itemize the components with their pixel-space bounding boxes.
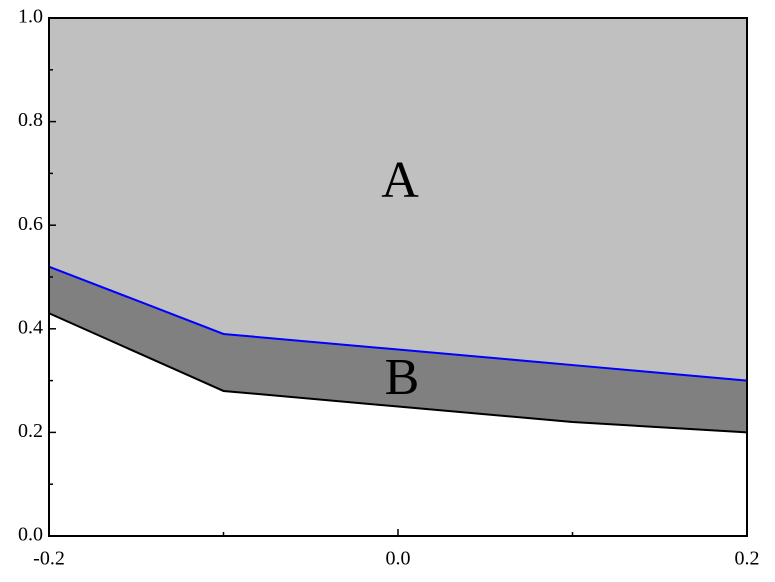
boundary-line	[48, 312, 748, 434]
y-tick-label: 0.0	[18, 524, 43, 546]
region-label: A	[381, 152, 419, 209]
region-a	[49, 18, 747, 381]
x-tick-label: -0.2	[33, 548, 65, 570]
x-tick-label: 0.0	[386, 548, 411, 570]
y-tick-label: 0.2	[18, 420, 43, 442]
y-tick-label: 0.6	[18, 213, 43, 235]
y-tick-label: 0.4	[18, 316, 43, 338]
region-label: B	[385, 349, 420, 406]
boundary-line	[48, 265, 748, 382]
y-tick-label: 1.0	[18, 6, 43, 28]
x-tick-label: 0.2	[735, 548, 760, 570]
y-tick-label: 0.8	[18, 109, 43, 131]
